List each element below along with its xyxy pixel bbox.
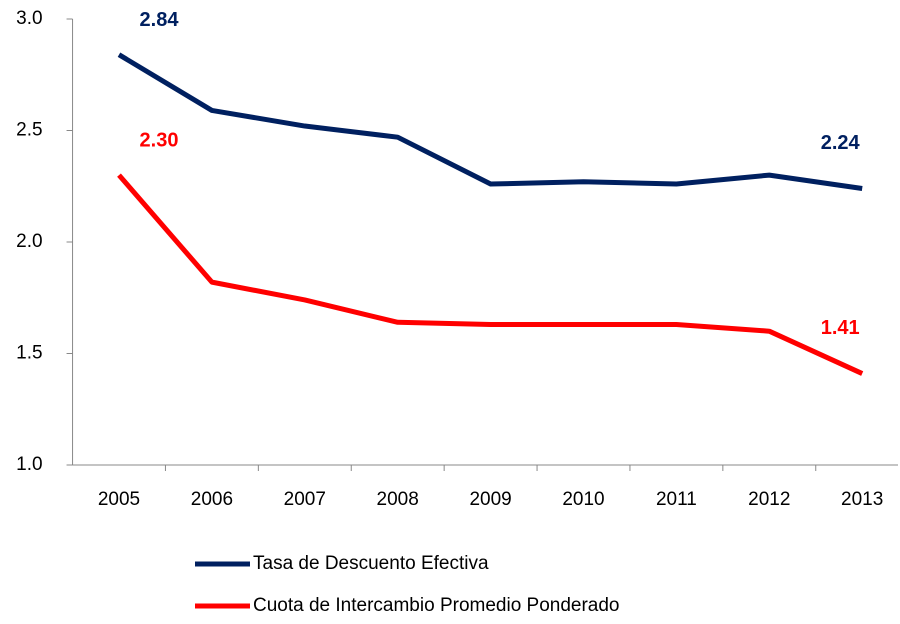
legend-label: Tasa de Descuento Efectiva — [253, 553, 489, 574]
x-tick-label: 2006 — [191, 489, 233, 510]
x-tick-label: 2005 — [98, 489, 140, 510]
data-label: 1.41 — [821, 317, 860, 339]
y-tick-label: 2.0 — [16, 231, 42, 252]
legend-label: Cuota de Intercambio Promedio Ponderado — [253, 595, 620, 616]
x-tick-label: 2008 — [377, 489, 419, 510]
x-tick-label: 2011 — [656, 489, 697, 510]
x-tick-label: 2007 — [284, 489, 326, 510]
x-tick-label: 2010 — [562, 489, 604, 510]
x-tick-label: 2013 — [841, 489, 883, 510]
y-tick-label: 3.0 — [16, 8, 42, 29]
series-line — [117, 52, 863, 191]
x-tick-label: 2012 — [748, 489, 790, 510]
y-tick-label: 2.5 — [16, 120, 42, 141]
y-tick-label: 1.0 — [16, 454, 42, 475]
y-tick-label: 1.5 — [16, 343, 42, 364]
data-label: 2.84 — [140, 9, 180, 31]
data-label: 2.24 — [821, 132, 861, 154]
x-tick-label: 2009 — [469, 489, 511, 510]
series-line — [117, 173, 864, 376]
data-label: 2.30 — [140, 129, 179, 151]
